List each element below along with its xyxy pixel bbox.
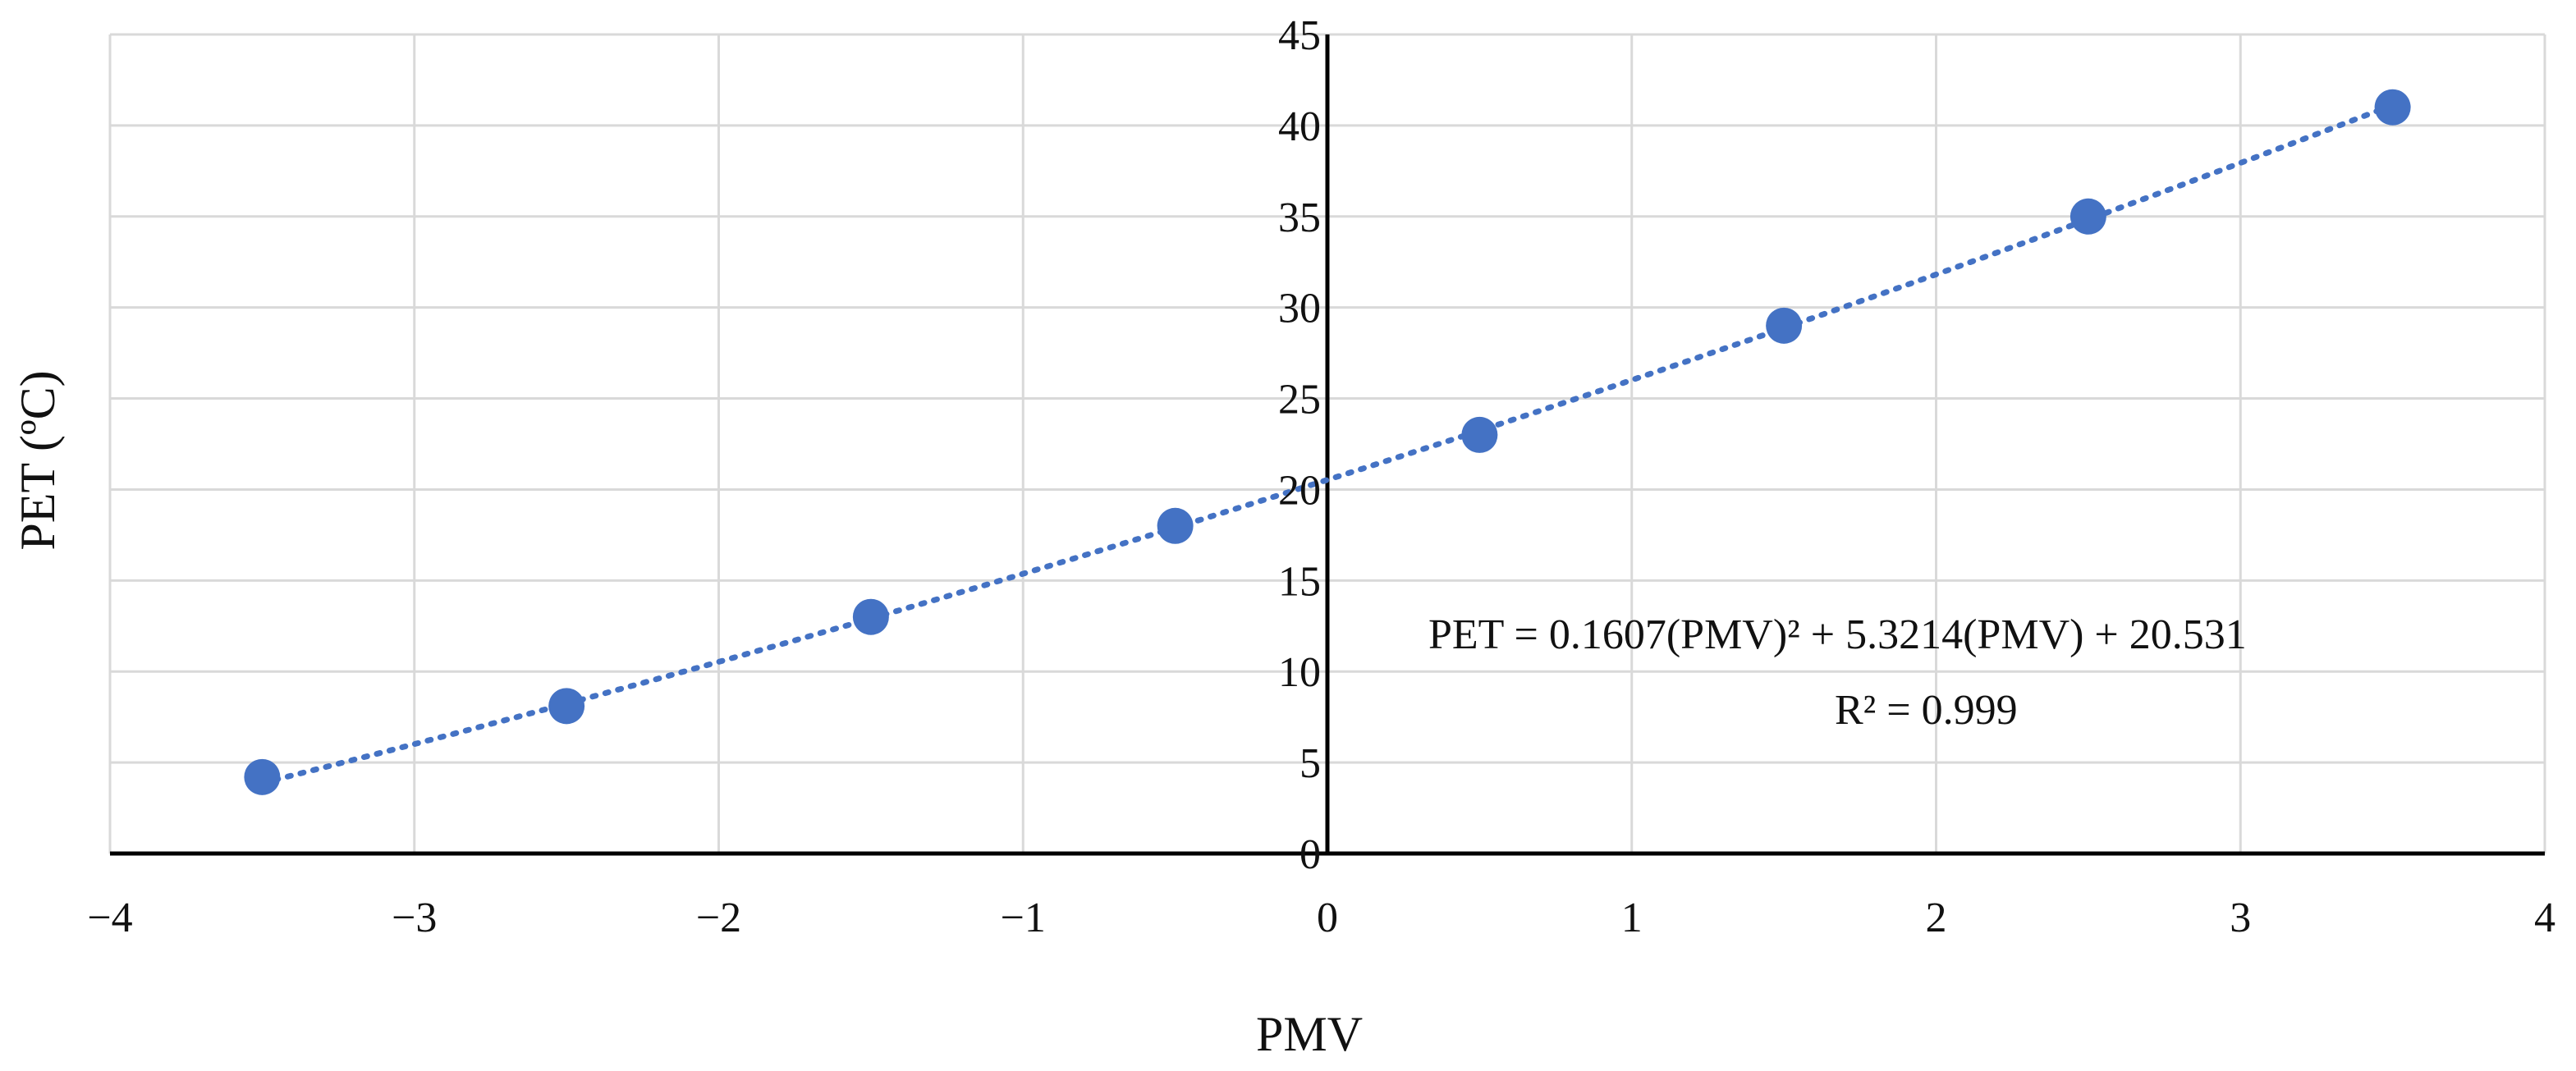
x-axis-title: PMV — [1256, 1007, 1363, 1061]
y-tick-label: 0 — [1299, 831, 1321, 878]
x-tick-label: 3 — [2230, 895, 2251, 941]
x-tick-label: −4 — [87, 895, 132, 941]
x-tick-label: −3 — [392, 895, 437, 941]
data-point — [1157, 507, 1194, 544]
data-point — [2374, 89, 2411, 126]
data-point — [548, 688, 585, 725]
trendline-equation: PET = 0.1607(PMV)² + 5.3214(PMV) + 20.53… — [1428, 611, 2247, 658]
data-point — [244, 758, 281, 795]
data-point — [1461, 416, 1498, 453]
x-tick-label: 2 — [1926, 895, 1947, 941]
trendline — [259, 102, 2396, 786]
r-squared-label: R² = 0.999 — [1835, 687, 2018, 734]
y-tick-label: 35 — [1278, 195, 1321, 241]
x-tick-label: −1 — [1001, 895, 1046, 941]
x-tick-label: 0 — [1317, 895, 1338, 941]
axes — [110, 34, 2545, 856]
data-point — [2070, 198, 2106, 235]
y-tick-label: 10 — [1278, 649, 1321, 696]
y-tick-label: 45 — [1278, 12, 1321, 59]
y-tick-label: 15 — [1278, 558, 1321, 605]
y-tick-label: 20 — [1278, 467, 1321, 514]
y-axis-title: PET (ºC) — [11, 370, 65, 550]
y-tick-label: 40 — [1278, 103, 1321, 150]
data-point — [1766, 307, 1803, 344]
x-tick-label: 1 — [1621, 895, 1643, 941]
y-tick-label: 25 — [1278, 377, 1321, 423]
y-tick-label: 5 — [1299, 740, 1321, 787]
x-tick-label: −2 — [696, 895, 741, 941]
data-points — [244, 89, 2411, 795]
x-tick-label: 4 — [2534, 895, 2555, 941]
y-tick-label: 30 — [1278, 286, 1321, 332]
data-point — [852, 598, 889, 635]
